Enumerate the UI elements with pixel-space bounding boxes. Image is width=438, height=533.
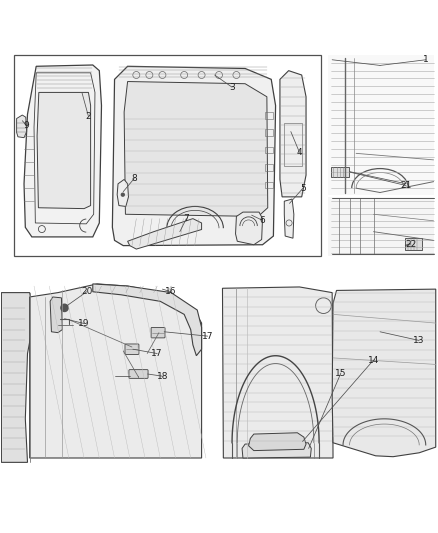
Polygon shape bbox=[332, 289, 436, 457]
Polygon shape bbox=[17, 115, 27, 138]
Polygon shape bbox=[24, 65, 102, 237]
Bar bbox=[328, 197, 434, 256]
Polygon shape bbox=[124, 82, 268, 216]
Text: 1: 1 bbox=[423, 55, 429, 64]
Text: 17: 17 bbox=[202, 332, 213, 341]
Text: 22: 22 bbox=[405, 240, 416, 249]
Text: 3: 3 bbox=[229, 83, 235, 92]
Polygon shape bbox=[249, 433, 306, 450]
Text: 18: 18 bbox=[157, 372, 168, 381]
Polygon shape bbox=[223, 287, 333, 458]
Text: 9: 9 bbox=[23, 120, 29, 130]
Bar bbox=[265, 147, 273, 154]
Text: 14: 14 bbox=[368, 356, 379, 365]
Polygon shape bbox=[236, 212, 262, 245]
Text: 7: 7 bbox=[184, 214, 189, 223]
Text: 5: 5 bbox=[300, 184, 306, 192]
Circle shape bbox=[60, 303, 69, 312]
Polygon shape bbox=[50, 297, 62, 333]
Polygon shape bbox=[280, 71, 306, 197]
Text: 6: 6 bbox=[260, 216, 265, 225]
Polygon shape bbox=[37, 92, 91, 208]
Bar bbox=[265, 182, 273, 188]
Polygon shape bbox=[1, 293, 34, 462]
Text: 19: 19 bbox=[78, 319, 90, 328]
Polygon shape bbox=[117, 180, 128, 206]
Polygon shape bbox=[242, 443, 311, 458]
Text: 16: 16 bbox=[166, 287, 177, 296]
Polygon shape bbox=[113, 66, 276, 246]
Bar bbox=[265, 130, 273, 136]
Bar bbox=[328, 55, 434, 195]
Bar bbox=[14, 55, 321, 256]
Bar bbox=[284, 123, 302, 166]
Polygon shape bbox=[30, 284, 201, 458]
Polygon shape bbox=[127, 219, 201, 249]
Text: 4: 4 bbox=[297, 148, 302, 157]
Text: 2: 2 bbox=[85, 112, 91, 121]
Polygon shape bbox=[93, 284, 201, 356]
Text: 15: 15 bbox=[335, 369, 346, 377]
Circle shape bbox=[120, 192, 125, 197]
Text: 20: 20 bbox=[81, 287, 92, 296]
FancyBboxPatch shape bbox=[151, 327, 165, 338]
FancyBboxPatch shape bbox=[125, 344, 139, 354]
Text: 21: 21 bbox=[400, 181, 412, 190]
Bar bbox=[331, 167, 349, 177]
Bar bbox=[265, 164, 273, 171]
Text: 8: 8 bbox=[131, 174, 137, 183]
Bar bbox=[405, 238, 422, 249]
FancyBboxPatch shape bbox=[129, 370, 148, 378]
Text: 17: 17 bbox=[152, 349, 163, 358]
Text: 13: 13 bbox=[413, 336, 425, 345]
Polygon shape bbox=[284, 199, 294, 238]
Bar bbox=[265, 112, 273, 118]
